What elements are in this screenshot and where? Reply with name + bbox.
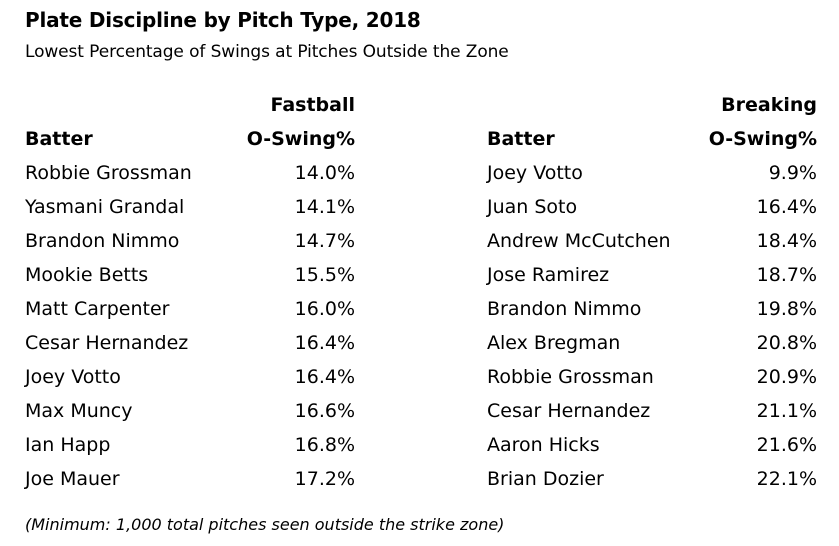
table-row: Andrew McCutchen 18.4%	[487, 224, 817, 258]
table-row: Max Muncy 16.6%	[25, 394, 355, 428]
oswing-value: 22.1%	[756, 468, 817, 490]
column-header-batter: Batter	[25, 128, 93, 150]
table-header-row: Batter O-Swing%	[25, 122, 355, 156]
table-row: Robbie Grossman 20.9%	[487, 360, 817, 394]
oswing-value: 16.6%	[294, 400, 355, 422]
batter-name: Joey Votto	[25, 366, 121, 388]
oswing-value: 18.4%	[756, 230, 817, 252]
oswing-value: 15.5%	[294, 264, 355, 286]
table-row: Jose Ramirez 18.7%	[487, 258, 817, 292]
table-row: Juan Soto 16.4%	[487, 190, 817, 224]
batter-name: Andrew McCutchen	[487, 230, 671, 252]
batter-name: Yasmani Grandal	[25, 196, 185, 218]
table-row: Aaron Hicks 21.6%	[487, 428, 817, 462]
table-group-header: Breaking	[487, 88, 817, 122]
column-header-batter: Batter	[487, 128, 555, 150]
oswing-value: 16.4%	[756, 196, 817, 218]
oswing-value: 20.8%	[756, 332, 817, 354]
column-header-oswing: O-Swing%	[246, 128, 355, 150]
table-row: Cesar Hernandez 16.4%	[25, 326, 355, 360]
batter-name: Ian Happ	[25, 434, 111, 456]
table-row: Brandon Nimmo 19.8%	[487, 292, 817, 326]
table-group-header: Fastball	[25, 88, 355, 122]
table-row: Joey Votto 16.4%	[25, 360, 355, 394]
page-title: Plate Discipline by Pitch Type, 2018	[25, 8, 421, 32]
batter-name: Jose Ramirez	[487, 264, 610, 286]
table-row: Matt Carpenter 16.0%	[25, 292, 355, 326]
batter-name: Juan Soto	[487, 196, 578, 218]
batter-name: Brandon Nimmo	[25, 230, 180, 252]
footnote: (Minimum: 1,000 total pitches seen outsi…	[25, 515, 505, 534]
table-row: Cesar Hernandez 21.1%	[487, 394, 817, 428]
oswing-value: 14.7%	[294, 230, 355, 252]
table-row: Yasmani Grandal 14.1%	[25, 190, 355, 224]
table-row: Mookie Betts 15.5%	[25, 258, 355, 292]
batter-name: Mookie Betts	[25, 264, 149, 286]
oswing-value: 18.7%	[756, 264, 817, 286]
oswing-value: 9.9%	[768, 162, 817, 184]
oswing-value: 21.1%	[756, 400, 817, 422]
page-subtitle: Lowest Percentage of Swings at Pitches O…	[25, 42, 509, 62]
table-row: Robbie Grossman 14.0%	[25, 156, 355, 190]
table-row: Ian Happ 16.8%	[25, 428, 355, 462]
group-label: Fastball	[270, 94, 355, 116]
oswing-value: 16.4%	[294, 332, 355, 354]
batter-name: Robbie Grossman	[25, 162, 192, 184]
batter-name: Aaron Hicks	[487, 434, 600, 456]
oswing-value: 20.9%	[756, 366, 817, 388]
table-row: Joe Mauer 17.2%	[25, 462, 355, 496]
oswing-value: 21.6%	[756, 434, 817, 456]
batter-name: Joe Mauer	[25, 468, 120, 490]
oswing-value: 16.0%	[294, 298, 355, 320]
batter-name: Cesar Hernandez	[487, 400, 651, 422]
table-row: Alex Bregman 20.8%	[487, 326, 817, 360]
batter-name: Brandon Nimmo	[487, 298, 642, 320]
batter-name: Joey Votto	[487, 162, 583, 184]
batter-name: Matt Carpenter	[25, 298, 170, 320]
batter-name: Alex Bregman	[487, 332, 621, 354]
breaking-table: Breaking Batter O-Swing% Joey Votto 9.9% …	[487, 88, 817, 496]
table-header-row: Batter O-Swing%	[487, 122, 817, 156]
oswing-value: 16.4%	[294, 366, 355, 388]
column-header-oswing: O-Swing%	[708, 128, 817, 150]
table-row: Joey Votto 9.9%	[487, 156, 817, 190]
group-label: Breaking	[721, 94, 817, 116]
batter-name: Brian Dozier	[487, 468, 604, 490]
batter-name: Robbie Grossman	[487, 366, 654, 388]
fastball-table: Fastball Batter O-Swing% Robbie Grossman…	[25, 88, 355, 496]
oswing-value: 14.0%	[294, 162, 355, 184]
batter-name: Cesar Hernandez	[25, 332, 189, 354]
oswing-value: 17.2%	[294, 468, 355, 490]
oswing-value: 14.1%	[294, 196, 355, 218]
table-row: Brian Dozier 22.1%	[487, 462, 817, 496]
table-row: Brandon Nimmo 14.7%	[25, 224, 355, 258]
oswing-value: 16.8%	[294, 434, 355, 456]
batter-name: Max Muncy	[25, 400, 133, 422]
oswing-value: 19.8%	[756, 298, 817, 320]
